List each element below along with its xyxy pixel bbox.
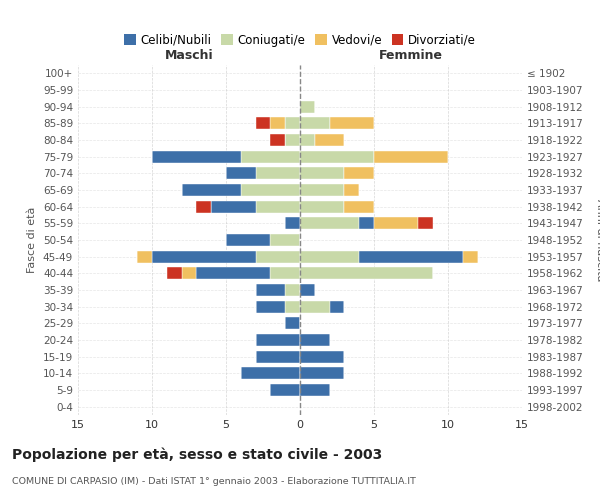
Text: Femmine: Femmine <box>379 48 443 62</box>
Bar <box>196 268 271 280</box>
Bar <box>300 200 344 212</box>
Bar <box>271 118 285 130</box>
Bar <box>241 368 300 380</box>
Bar <box>256 118 271 130</box>
Bar <box>300 284 315 296</box>
Bar <box>374 218 418 230</box>
Bar <box>344 200 374 212</box>
Bar <box>300 118 329 130</box>
Bar <box>300 134 315 146</box>
Bar <box>300 300 329 312</box>
Bar <box>359 218 374 230</box>
Bar <box>182 268 196 280</box>
Bar <box>329 118 374 130</box>
Bar <box>285 134 300 146</box>
Bar <box>196 200 211 212</box>
Bar <box>241 184 300 196</box>
Text: Maschi: Maschi <box>164 48 214 62</box>
Bar <box>285 300 300 312</box>
Bar <box>300 350 344 362</box>
Bar <box>271 384 300 396</box>
Y-axis label: Anni di nascita: Anni di nascita <box>595 198 600 281</box>
Bar <box>137 250 152 262</box>
Bar <box>285 284 300 296</box>
Y-axis label: Fasce di età: Fasce di età <box>28 207 37 273</box>
Bar <box>285 218 300 230</box>
Bar <box>182 184 241 196</box>
Bar <box>256 284 285 296</box>
Bar <box>271 268 300 280</box>
Text: Popolazione per età, sesso e stato civile - 2003: Popolazione per età, sesso e stato civil… <box>12 448 382 462</box>
Bar <box>463 250 478 262</box>
Bar <box>271 234 300 246</box>
Bar <box>226 234 271 246</box>
Bar <box>300 334 329 346</box>
Bar <box>300 168 344 179</box>
Bar <box>329 300 344 312</box>
Bar <box>285 318 300 330</box>
Bar <box>256 300 285 312</box>
Bar <box>256 250 300 262</box>
Bar <box>359 250 463 262</box>
Bar <box>271 134 285 146</box>
Bar <box>241 150 300 162</box>
Bar <box>300 150 374 162</box>
Text: COMUNE DI CARPASIO (IM) - Dati ISTAT 1° gennaio 2003 - Elaborazione TUTTITALIA.I: COMUNE DI CARPASIO (IM) - Dati ISTAT 1° … <box>12 476 416 486</box>
Bar <box>315 134 344 146</box>
Bar <box>344 184 359 196</box>
Bar <box>344 168 374 179</box>
Bar <box>374 150 448 162</box>
Bar <box>226 168 256 179</box>
Bar <box>300 184 344 196</box>
Bar <box>256 200 300 212</box>
Bar <box>300 368 344 380</box>
Legend: Celibi/Nubili, Coniugati/e, Vedovi/e, Divorziati/e: Celibi/Nubili, Coniugati/e, Vedovi/e, Di… <box>119 29 481 52</box>
Bar <box>300 100 315 112</box>
Bar <box>256 168 300 179</box>
Bar <box>418 218 433 230</box>
Bar <box>211 200 256 212</box>
Bar <box>256 334 300 346</box>
Bar <box>300 218 359 230</box>
Bar <box>152 150 241 162</box>
Bar <box>300 384 329 396</box>
Bar <box>300 250 359 262</box>
Bar <box>300 268 433 280</box>
Bar <box>152 250 256 262</box>
Bar <box>167 268 182 280</box>
Bar <box>256 350 300 362</box>
Bar <box>285 118 300 130</box>
